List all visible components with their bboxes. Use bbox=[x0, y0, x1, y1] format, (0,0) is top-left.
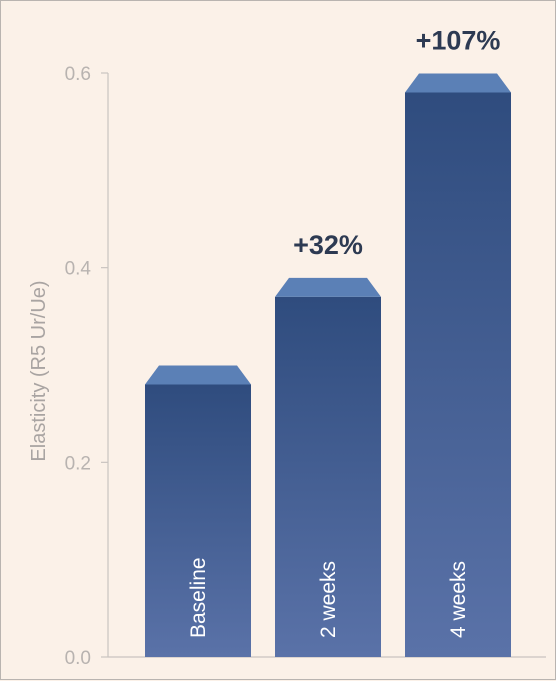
bar bbox=[145, 384, 251, 657]
bar-cap bbox=[275, 277, 381, 297]
change-annotation: +107% bbox=[416, 25, 501, 55]
y-tick-label: 0.0 bbox=[65, 648, 91, 669]
y-tick-label: 0.6 bbox=[65, 64, 91, 85]
change-annotation: +32% bbox=[293, 230, 363, 260]
bar bbox=[405, 92, 511, 657]
bar-cap bbox=[145, 365, 251, 385]
category-label: Baseline bbox=[187, 557, 210, 638]
y-tick-label: 0.4 bbox=[65, 259, 92, 280]
y-axis-title: Elasticity (R5 Ur/Ue) bbox=[28, 280, 50, 461]
bar bbox=[275, 296, 381, 657]
category-label: 4 weeks bbox=[447, 561, 470, 638]
category-label: 2 weeks bbox=[317, 561, 340, 638]
bar-cap bbox=[405, 73, 511, 93]
y-tick-label: 0.2 bbox=[65, 453, 91, 474]
